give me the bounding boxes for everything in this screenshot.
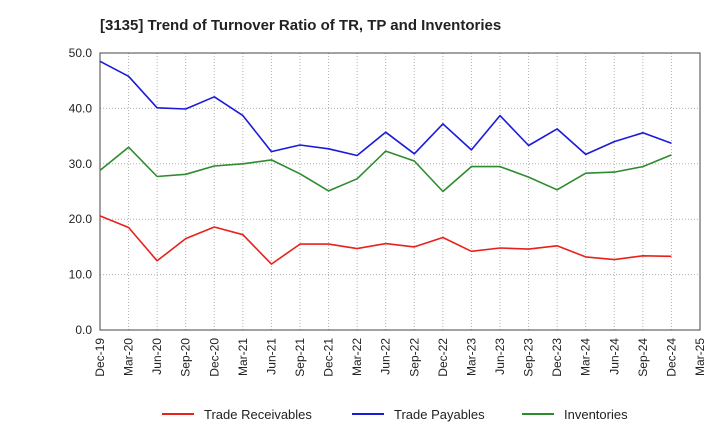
- x-tick-label: Mar-25: [693, 338, 707, 376]
- y-tick-label: 20.0: [69, 212, 93, 226]
- x-tick-label: Mar-22: [350, 338, 364, 376]
- x-tick-label: Mar-20: [122, 338, 136, 376]
- legend-label: Inventories: [564, 407, 628, 422]
- legend-label: Trade Receivables: [204, 407, 312, 422]
- x-tick-label: Sep-23: [522, 338, 536, 377]
- x-tick-label: Sep-21: [293, 338, 307, 377]
- x-axis-ticks: Dec-19 Mar-20 Jun-20 Sep-20 Dec-20 Mar-21 Jun-…: [93, 338, 707, 377]
- x-tick-label: Mar-24: [579, 338, 593, 376]
- x-tick-label: Dec-21: [322, 338, 336, 377]
- x-tick-label: Jun-23: [493, 338, 507, 375]
- series-lines: [99, 60, 672, 265]
- legend: Trade Receivables Trade Payables Inventori…: [162, 407, 628, 422]
- series-line-2: [99, 146, 672, 193]
- y-axis-ticks: 0.0 10.0 20.0 30.0 40.0 50.0: [69, 46, 93, 337]
- grid-lines: [100, 52, 700, 330]
- chart-title: [3135] Trend of Turnover Ratio of TR, TP…: [100, 17, 501, 34]
- x-tick-label: Mar-21: [236, 338, 250, 376]
- y-tick-label: 10.0: [69, 268, 93, 282]
- y-tick-label: 40.0: [69, 101, 93, 115]
- plot-frame: [99, 52, 701, 331]
- x-tick-label: Sep-24: [636, 338, 650, 377]
- legend-label: Trade Payables: [394, 407, 485, 422]
- series-line-0: [99, 215, 672, 265]
- axes: [99, 52, 701, 331]
- x-tick-label: Dec-20: [207, 338, 221, 377]
- x-tick-label: Dec-22: [436, 338, 450, 377]
- x-tick-label: Sep-22: [407, 338, 421, 377]
- y-tick-label: 0.0: [75, 323, 92, 337]
- x-tick-label: Dec-24: [664, 338, 678, 377]
- x-tick-label: Jun-20: [150, 338, 164, 375]
- x-tick-label: Dec-19: [93, 338, 107, 377]
- y-tick-label: 50.0: [69, 46, 93, 60]
- series-line-1: [99, 60, 672, 157]
- x-tick-label: Jun-24: [607, 338, 621, 375]
- x-tick-label: Mar-23: [464, 338, 478, 376]
- x-tick-label: Jun-22: [379, 338, 393, 375]
- x-tick-label: Sep-20: [179, 338, 193, 377]
- x-tick-label: Dec-23: [550, 338, 564, 377]
- x-tick-label: Jun-21: [264, 338, 278, 375]
- y-tick-label: 30.0: [69, 157, 93, 171]
